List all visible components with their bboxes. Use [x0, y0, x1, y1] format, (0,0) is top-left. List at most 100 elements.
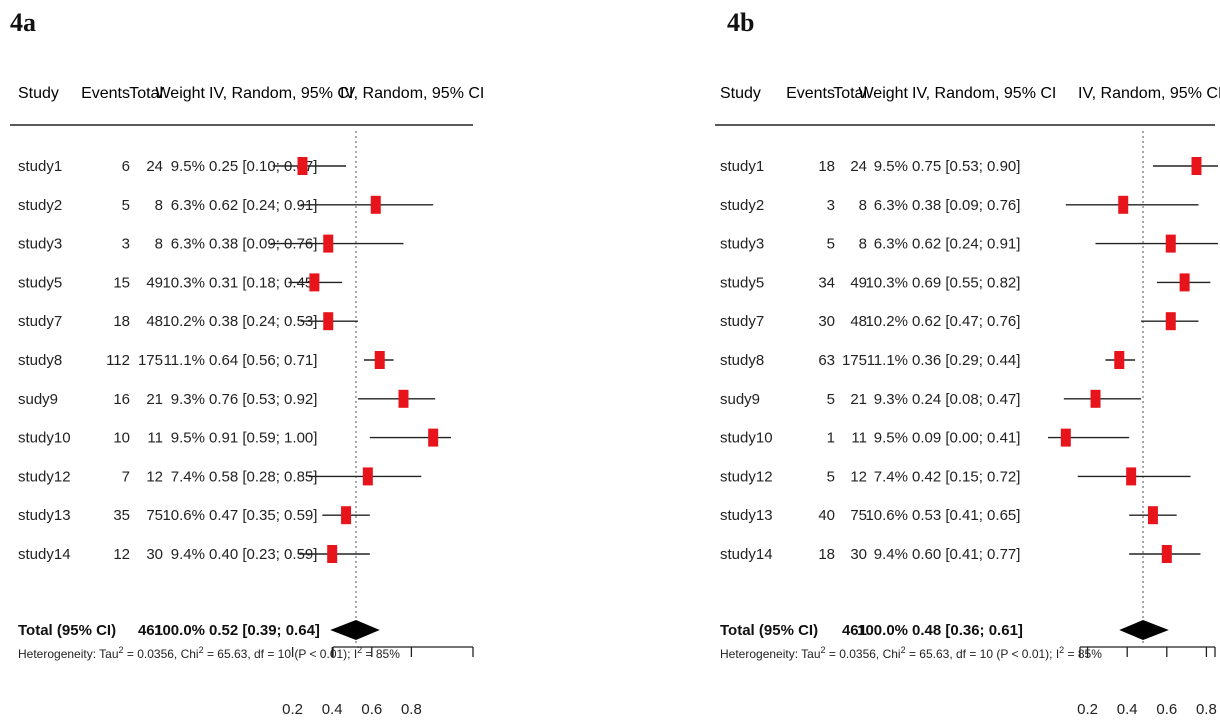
- study-name: study7: [720, 313, 764, 330]
- study-events: 5: [827, 468, 835, 485]
- study-total: 48: [146, 313, 163, 330]
- estimate-marker: [1060, 428, 1071, 447]
- estimate-marker: [1165, 234, 1176, 253]
- column-header: Events: [786, 85, 835, 102]
- x-tick-label: 0.6: [361, 701, 382, 718]
- study-events: 1: [827, 430, 835, 447]
- estimate-marker: [323, 234, 334, 253]
- study-total: 175: [138, 352, 163, 369]
- study-name: study7: [18, 313, 62, 330]
- heterogeneity-text: Heterogeneity: Tau2 = 0.0356, Chi2 = 65.…: [720, 645, 1102, 661]
- column-header: Weight: [858, 85, 908, 102]
- study-name: study10: [18, 430, 71, 447]
- forest-panel-a: 4a Study Events Total Weight IV, Random, 95%…: [10, 8, 484, 718]
- study-ci: 0.69 [0.55; 0.82]: [912, 274, 1020, 291]
- study-ci: 0.25 [0.10; 0.47]: [209, 158, 317, 175]
- heterogeneity-text: Heterogeneity: Tau2 = 0.0356, Chi2 = 65.…: [18, 645, 400, 661]
- study-events: 18: [818, 546, 835, 563]
- study-total: 8: [155, 197, 163, 214]
- study-ci: 0.40 [0.23; 0.59]: [209, 546, 317, 563]
- study-total: 21: [850, 391, 867, 408]
- total-weight: 100.0%: [154, 622, 205, 639]
- total-label: Total (95% CI): [18, 622, 116, 639]
- study-events: 30: [818, 313, 835, 330]
- study-weight: 10.6%: [162, 507, 205, 524]
- estimate-marker: [309, 273, 320, 292]
- study-ci: 0.64 [0.56; 0.71]: [209, 352, 317, 369]
- study-total: 21: [146, 391, 163, 408]
- column-header: Total: [129, 85, 163, 102]
- study-weight: 10.2%: [865, 313, 908, 330]
- study-name: study13: [18, 507, 71, 524]
- estimate-marker: [362, 467, 373, 486]
- study-ci: 0.62 [0.47; 0.76]: [912, 313, 1020, 330]
- forest-panel-b: 4b Study Events Total Weight IV, Random, 95%…: [610, 0, 1220, 726]
- x-tick-label: 0.6: [1156, 701, 1177, 718]
- total-count: 461: [842, 622, 867, 639]
- column-header: IV, Random, 95% CI: [209, 85, 353, 102]
- study-ci: 0.36 [0.29; 0.44]: [912, 352, 1020, 369]
- study-weight: 11.1%: [164, 352, 205, 369]
- study-ci: 0.24 [0.08; 0.47]: [912, 391, 1020, 408]
- x-tick-label: 0.2: [1077, 701, 1098, 718]
- x-tick-label: 0.4: [322, 701, 343, 718]
- study-events: 40: [818, 507, 835, 524]
- estimate-marker: [1090, 389, 1101, 408]
- column-header: Study: [18, 85, 59, 102]
- study-weight: 6.3%: [171, 236, 205, 253]
- study-ci: 0.31 [0.18; 0.45]: [209, 274, 317, 291]
- study-ci: 0.75 [0.53; 0.90]: [912, 158, 1020, 175]
- study-weight: 10.6%: [865, 507, 908, 524]
- study-ci: 0.62 [0.24; 0.91]: [912, 236, 1020, 253]
- study-weight: 10.3%: [162, 274, 205, 291]
- study-total: 8: [859, 197, 867, 214]
- study-events: 5: [122, 197, 130, 214]
- study-name: study14: [720, 546, 773, 563]
- study-total: 49: [850, 274, 867, 291]
- study-weight: 7.4%: [874, 468, 908, 485]
- estimate-marker: [1147, 506, 1158, 525]
- study-ci: 0.38 [0.24; 0.53]: [209, 313, 317, 330]
- column-header: Weight: [155, 85, 205, 102]
- total-ci: 0.48 [0.36; 0.61]: [912, 622, 1023, 639]
- study-weight: 10.3%: [865, 274, 908, 291]
- study-events: 12: [113, 546, 130, 563]
- study-total: 8: [859, 236, 867, 253]
- study-name: study2: [720, 197, 764, 214]
- total-weight: 100.0%: [857, 622, 908, 639]
- column-header: IV, Random, 95% CI: [1078, 85, 1220, 102]
- study-total: 24: [850, 158, 867, 175]
- study-events: 16: [113, 391, 130, 408]
- pooled-diamond: [330, 620, 380, 640]
- study-total: 75: [146, 507, 163, 524]
- column-header: Study: [720, 85, 761, 102]
- study-weight: 6.3%: [874, 197, 908, 214]
- study-ci: 0.38 [0.09; 0.76]: [209, 236, 317, 253]
- study-weight: 9.4%: [874, 546, 908, 563]
- pooled-diamond: [1119, 620, 1169, 640]
- study-weight: 9.3%: [874, 391, 908, 408]
- study-events: 10: [113, 430, 130, 447]
- study-events: 15: [113, 274, 130, 291]
- study-events: 5: [827, 391, 835, 408]
- study-ci: 0.09 [0.00; 0.41]: [912, 430, 1020, 447]
- study-total: 48: [850, 313, 867, 330]
- estimate-marker: [1114, 351, 1125, 369]
- study-weight: 9.3%: [171, 391, 205, 408]
- total-ci: 0.52 [0.39; 0.64]: [209, 622, 320, 639]
- study-name: study12: [720, 468, 773, 485]
- study-total: 75: [850, 507, 867, 524]
- study-weight: 9.5%: [171, 158, 205, 175]
- study-total: 175: [842, 352, 867, 369]
- study-ci: 0.58 [0.28; 0.85]: [209, 468, 317, 485]
- estimate-marker: [1118, 195, 1129, 214]
- study-weight: 7.4%: [171, 468, 205, 485]
- estimate-marker: [297, 157, 308, 175]
- estimate-marker: [1191, 157, 1202, 175]
- estimate-marker: [327, 545, 338, 563]
- study-events: 34: [818, 274, 835, 291]
- study-events: 7: [122, 468, 130, 485]
- study-total: 30: [146, 546, 163, 563]
- study-weight: 9.5%: [874, 430, 908, 447]
